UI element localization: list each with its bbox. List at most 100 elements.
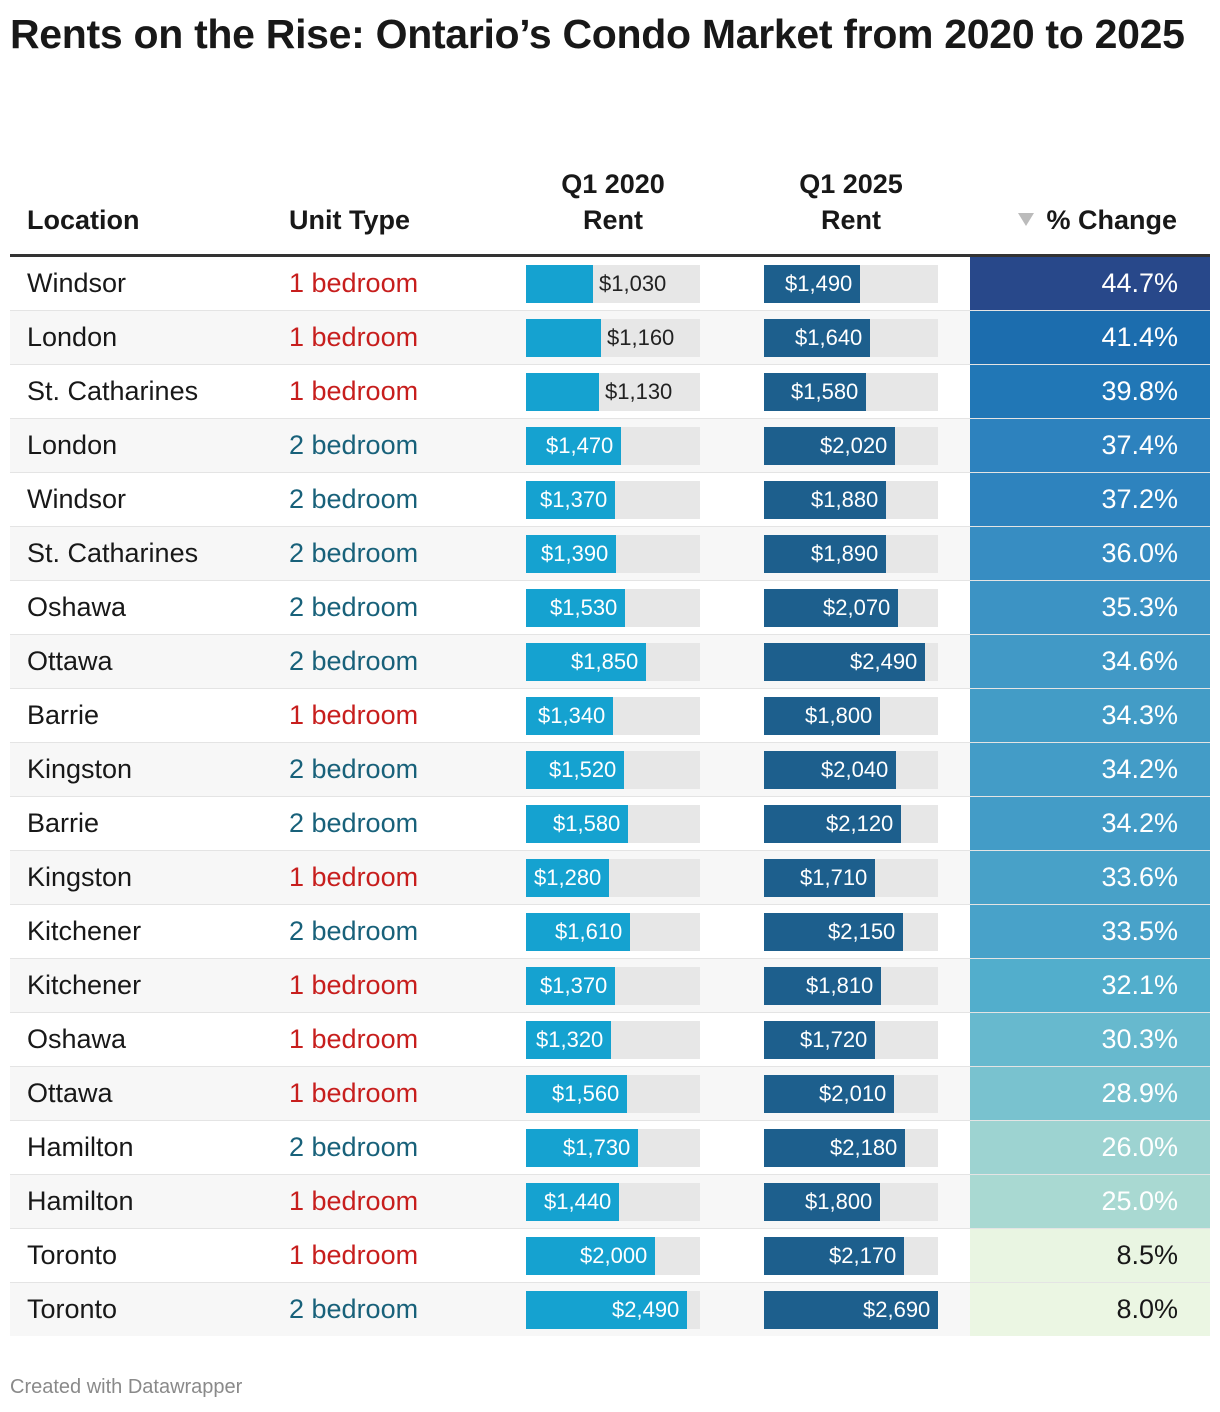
pct-change-cell: 35.3% xyxy=(970,581,1210,634)
sort-descending-icon xyxy=(1018,213,1035,227)
table-row: Kingston 2 bedroom $1,520 $2,040 34.2% xyxy=(10,743,1210,797)
location-cell: St. Catharines xyxy=(27,538,199,568)
rent-2020-value-label: $1,610 xyxy=(555,919,623,944)
rent-2020-value-label: $1,280 xyxy=(534,865,602,890)
unit-type-cell: 1 bedroom xyxy=(289,1078,419,1108)
rent-2025-value-label: $1,810 xyxy=(806,973,874,998)
rent-2025-bar-track: $1,800 xyxy=(764,1183,938,1221)
rent-2025-bar xyxy=(764,697,880,735)
rent-2025-value-label: $2,010 xyxy=(819,1081,887,1106)
column-header-location[interactable]: Location xyxy=(27,205,140,235)
rent-2025-bar-track: $2,490 xyxy=(764,643,938,681)
rent-2020-bar-track: $1,280 xyxy=(526,859,700,897)
rent-2020-bar xyxy=(526,751,624,789)
rent-2025-value-label: $1,720 xyxy=(800,1027,868,1052)
pct-change-cell: 34.2% xyxy=(970,797,1210,850)
pct-change-value: 44.7% xyxy=(1101,268,1178,298)
unit-type-cell: 2 bedroom xyxy=(289,430,419,460)
rent-2025-bar-track: $2,040 xyxy=(764,751,938,789)
rent-2020-bar-track: $1,530 xyxy=(526,589,700,627)
pct-change-cell: 25.0% xyxy=(970,1175,1210,1228)
unit-type-cell: 1 bedroom xyxy=(289,1024,419,1054)
pct-change-cell: 26.0% xyxy=(970,1121,1210,1174)
pct-change-cell: 34.6% xyxy=(970,635,1210,688)
rent-2025-bar xyxy=(764,535,886,573)
pct-change-value: 32.1% xyxy=(1101,970,1178,1000)
pct-change-cell: 33.5% xyxy=(970,905,1210,958)
table-row: Toronto 1 bedroom $2,000 $2,170 8.5% xyxy=(10,1229,1210,1283)
rent-2020-bar xyxy=(526,1291,687,1329)
rent-2025-value-label: $2,170 xyxy=(829,1243,897,1268)
table-row: Oshawa 1 bedroom $1,320 $1,720 30.3% xyxy=(10,1013,1210,1067)
pct-change-cell: 39.8% xyxy=(970,365,1210,418)
rent-2025-bar-track: $1,710 xyxy=(764,859,938,897)
pct-change-value: 39.8% xyxy=(1101,376,1178,406)
rent-2020-value-label: $1,580 xyxy=(553,811,621,836)
rent-2025-bar-track: $2,020 xyxy=(764,427,938,465)
rent-2020-bar-track: $1,560 xyxy=(526,1075,700,1113)
location-cell: London xyxy=(27,430,118,460)
rent-2025-bar xyxy=(764,913,903,951)
column-header-q1-2025-rent[interactable]: Q1 2025 Rent xyxy=(764,166,938,238)
rent-2025-bar-track: $1,880 xyxy=(764,481,938,519)
location-cell: Windsor xyxy=(27,268,127,298)
unit-type-cell: 2 bedroom xyxy=(289,592,419,622)
rent-2025-bar xyxy=(764,373,866,411)
column-header-pct-change[interactable]: % Change xyxy=(1018,202,1177,238)
rent-2020-bar-track: $1,370 xyxy=(526,481,700,519)
rent-2025-value-label: $1,890 xyxy=(811,541,879,566)
pct-change-cell: 8.5% xyxy=(970,1229,1210,1282)
rent-2020-value-label: $1,130 xyxy=(605,379,673,404)
unit-type-cell: 2 bedroom xyxy=(289,646,419,676)
rent-2025-value-label: $2,490 xyxy=(850,649,918,674)
rent-2025-bar-track: $1,810 xyxy=(764,967,938,1005)
pct-change-value: 34.6% xyxy=(1101,646,1178,676)
location-cell: Kingston xyxy=(27,862,133,892)
rent-2020-value-label: $1,390 xyxy=(541,541,609,566)
pct-change-value: 37.4% xyxy=(1101,430,1178,460)
table-row: Toronto 2 bedroom $2,490 $2,690 8.0% xyxy=(10,1283,1210,1336)
unit-type-cell: 2 bedroom xyxy=(289,808,419,838)
rent-2020-bar xyxy=(526,319,601,357)
rent-2020-bar xyxy=(526,859,609,897)
rent-2020-value-label: $1,850 xyxy=(571,649,639,674)
unit-type-cell: 1 bedroom xyxy=(289,1240,419,1270)
rent-2025-value-label: $2,070 xyxy=(823,595,891,620)
rent-2025-bar-track: $2,180 xyxy=(764,1129,938,1167)
pct-change-cell: 33.6% xyxy=(970,851,1210,904)
rent-2025-bar-track: $2,010 xyxy=(764,1075,938,1113)
location-cell: Barrie xyxy=(27,700,100,730)
rent-2020-bar-track: $1,520 xyxy=(526,751,700,789)
rent-2025-bar xyxy=(764,481,886,519)
table-row: Kitchener 2 bedroom $1,610 $2,150 33.5% xyxy=(10,905,1210,959)
rent-2025-value-label: $1,800 xyxy=(805,703,873,728)
rent-2025-value-label: $1,880 xyxy=(811,487,879,512)
rent-2020-bar-track: $1,470 xyxy=(526,427,700,465)
column-header-q1-2020-rent[interactable]: Q1 2020 Rent xyxy=(526,166,700,238)
location-cell: Ottawa xyxy=(27,646,113,676)
location-cell: London xyxy=(27,322,118,352)
rent-2020-value-label: $1,530 xyxy=(550,595,618,620)
rent-2025-bar xyxy=(764,589,898,627)
table-header: Location Unit Type Q1 2020 Rent Q1 2025 … xyxy=(10,160,1210,257)
rent-2025-bar xyxy=(764,265,860,303)
rent-2025-bar xyxy=(764,1291,938,1329)
rent-2020-bar xyxy=(526,1021,611,1059)
rent-2020-bar-track: $2,490 xyxy=(526,1291,700,1329)
column-header-unit-type[interactable]: Unit Type xyxy=(289,205,410,235)
rent-2025-bar-track: $1,720 xyxy=(764,1021,938,1059)
table-row: Ottawa 1 bedroom $1,560 $2,010 28.9% xyxy=(10,1067,1210,1121)
rent-2020-bar-track: $1,370 xyxy=(526,967,700,1005)
rent-2020-bar xyxy=(526,481,615,519)
location-cell: Barrie xyxy=(27,808,100,838)
location-cell: St. Catharines xyxy=(27,376,199,406)
rent-2025-value-label: $2,180 xyxy=(830,1135,898,1160)
table-row: Windsor 1 bedroom $1,030 $1,490 44.7% xyxy=(10,257,1210,311)
footer-credit: Created with Datawrapper xyxy=(10,1376,243,1398)
rent-2020-value-label: $1,440 xyxy=(544,1189,612,1214)
rent-2025-bar-track: $1,490 xyxy=(764,265,938,303)
location-cell: Hamilton xyxy=(27,1132,134,1162)
pct-change-value: 8.0% xyxy=(1116,1294,1178,1324)
rent-2020-value-label: $1,730 xyxy=(563,1135,631,1160)
rent-2025-value-label: $2,120 xyxy=(826,811,894,836)
